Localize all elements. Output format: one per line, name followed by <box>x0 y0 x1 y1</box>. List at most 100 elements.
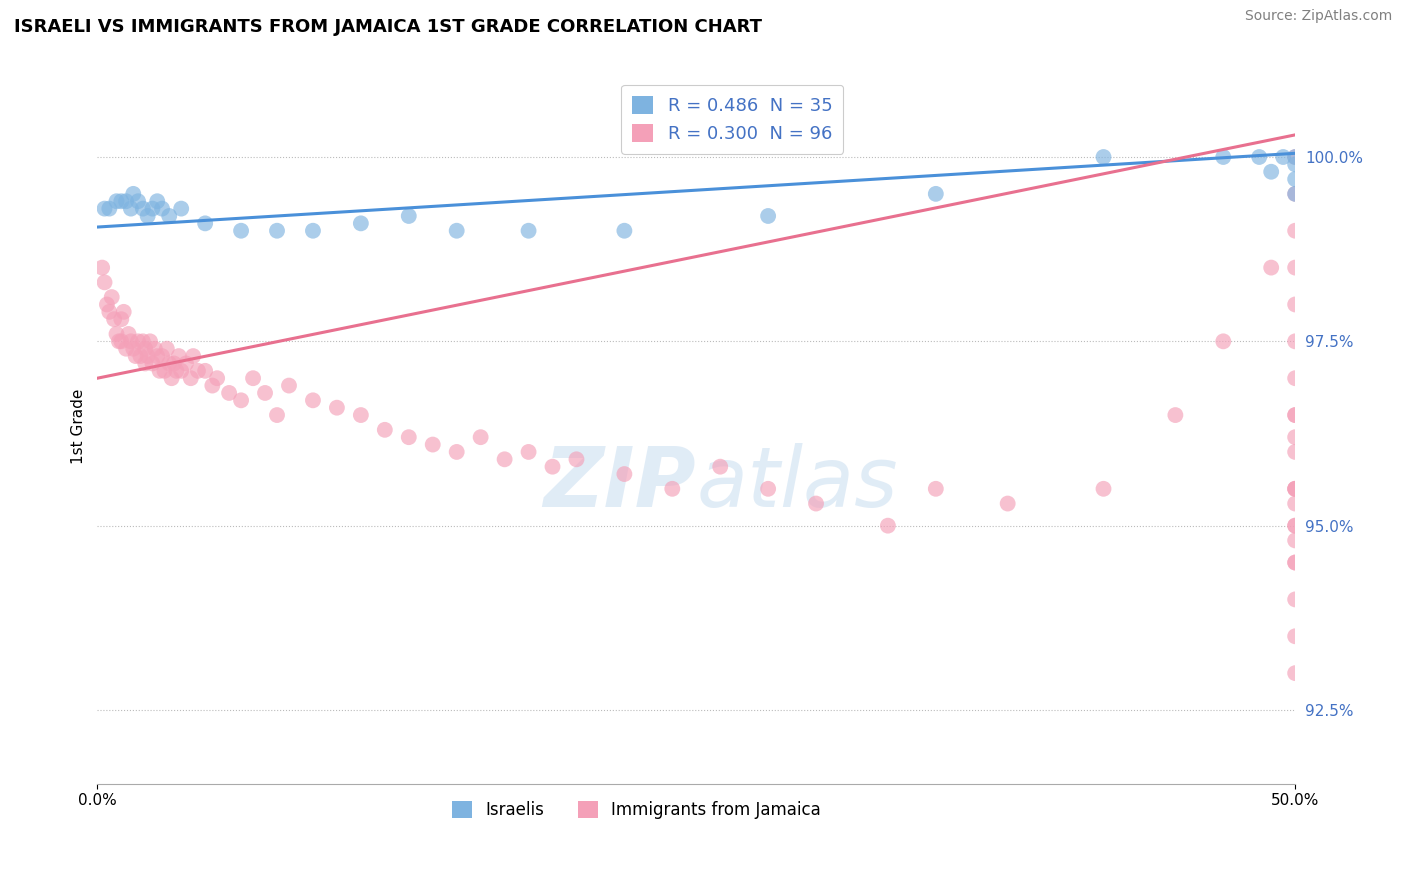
Point <box>125 349 148 363</box>
Point <box>120 334 142 349</box>
Point <box>1284 556 1306 570</box>
Point <box>1284 260 1306 275</box>
Point <box>1284 186 1306 201</box>
Point <box>1284 482 1306 496</box>
Point <box>1284 497 1306 511</box>
Point <box>470 430 492 444</box>
Point <box>1249 150 1271 164</box>
Point <box>266 408 288 422</box>
Point <box>156 342 179 356</box>
Point <box>925 186 948 201</box>
Point <box>661 482 683 496</box>
Point <box>122 342 145 356</box>
Point <box>1212 150 1234 164</box>
Point <box>1284 408 1306 422</box>
Point <box>150 349 173 363</box>
Point <box>1164 408 1187 422</box>
Point <box>157 209 180 223</box>
Point <box>141 356 163 370</box>
Text: ZIP: ZIP <box>544 442 696 524</box>
Point <box>494 452 516 467</box>
Point <box>165 364 187 378</box>
Point <box>143 342 166 356</box>
Point <box>105 194 128 209</box>
Legend: Israelis, Immigrants from Jamaica: Israelis, Immigrants from Jamaica <box>446 794 827 825</box>
Point <box>1260 165 1282 179</box>
Point <box>110 194 132 209</box>
Point <box>1284 186 1306 201</box>
Point <box>170 202 193 216</box>
Point <box>157 356 180 370</box>
Point <box>120 202 142 216</box>
Point <box>804 497 827 511</box>
Point <box>756 482 779 496</box>
Point <box>134 356 156 370</box>
Point <box>925 482 948 496</box>
Point <box>105 326 128 341</box>
Point <box>1284 172 1306 186</box>
Point <box>127 334 149 349</box>
Point <box>110 334 132 349</box>
Y-axis label: 1st Grade: 1st Grade <box>72 388 86 464</box>
Point <box>194 216 217 230</box>
Point <box>218 386 240 401</box>
Point <box>108 334 131 349</box>
Point <box>93 202 115 216</box>
Point <box>103 312 125 326</box>
Point <box>117 326 139 341</box>
Point <box>756 209 779 223</box>
Point <box>136 349 159 363</box>
Point <box>350 216 373 230</box>
Point <box>115 342 138 356</box>
Point <box>98 305 121 319</box>
Point <box>132 334 155 349</box>
Point <box>1284 150 1306 164</box>
Point <box>150 202 173 216</box>
Point <box>398 430 420 444</box>
Point <box>398 209 420 223</box>
Point <box>194 364 217 378</box>
Point <box>1284 157 1306 171</box>
Point <box>613 467 636 481</box>
Point <box>93 276 115 290</box>
Point <box>112 305 135 319</box>
Point <box>163 356 186 370</box>
Point <box>1284 430 1306 444</box>
Point <box>242 371 264 385</box>
Point <box>302 393 325 408</box>
Point <box>229 224 252 238</box>
Point <box>877 518 900 533</box>
Point <box>422 437 444 451</box>
Point <box>1284 592 1306 607</box>
Point <box>1284 297 1306 311</box>
Point <box>180 371 202 385</box>
Point <box>146 349 169 363</box>
Point <box>350 408 373 422</box>
Point <box>160 371 183 385</box>
Point <box>205 371 228 385</box>
Point <box>266 224 288 238</box>
Point <box>278 378 301 392</box>
Point <box>1284 556 1306 570</box>
Point <box>1272 150 1295 164</box>
Point <box>91 260 114 275</box>
Point <box>1284 482 1306 496</box>
Point <box>446 445 468 459</box>
Point <box>134 342 156 356</box>
Point <box>96 297 118 311</box>
Point <box>1284 482 1306 496</box>
Point <box>997 497 1019 511</box>
Point <box>302 224 325 238</box>
Point <box>181 349 204 363</box>
Point <box>115 194 138 209</box>
Point <box>1284 666 1306 681</box>
Point <box>129 349 152 363</box>
Point <box>374 423 396 437</box>
Point <box>153 364 176 378</box>
Text: atlas: atlas <box>696 442 898 524</box>
Point <box>149 364 172 378</box>
Point <box>201 378 224 392</box>
Point <box>98 202 121 216</box>
Point <box>110 312 132 326</box>
Point <box>1284 629 1306 643</box>
